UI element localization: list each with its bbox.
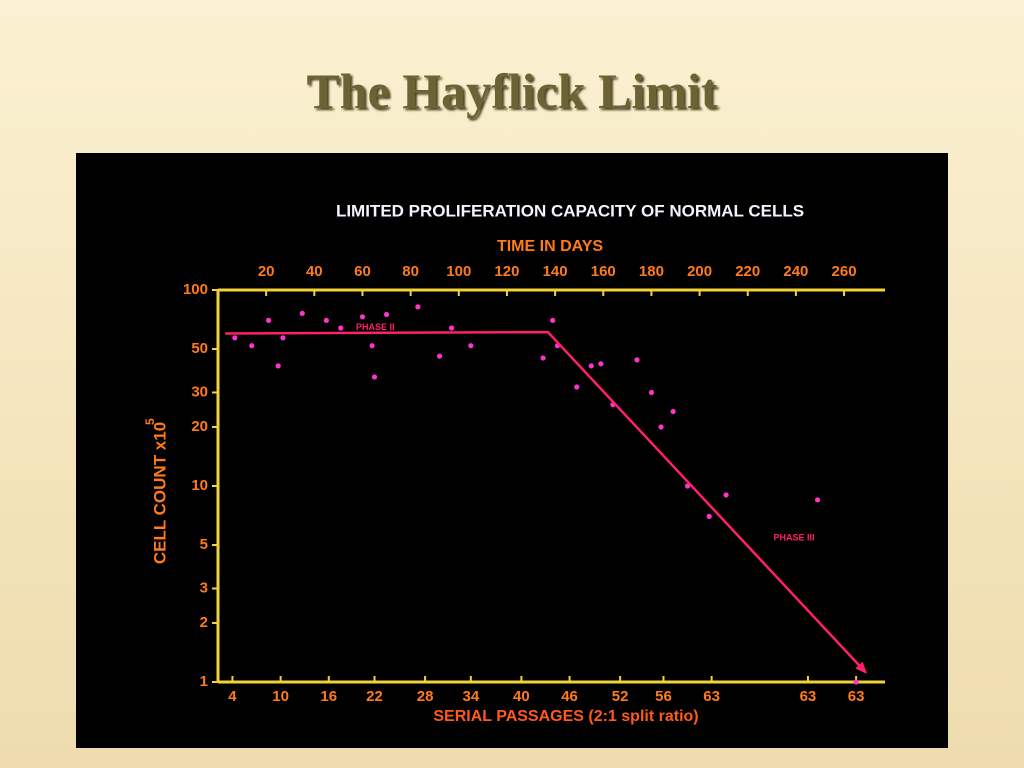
x-tick-label: 200 — [687, 263, 712, 280]
data-point — [853, 679, 859, 685]
data-point — [648, 389, 655, 396]
data-point — [598, 361, 604, 367]
x2-tick-label: 34 — [462, 688, 479, 705]
data-point — [338, 325, 344, 331]
data-point — [359, 314, 366, 320]
x2-tick-label: 40 — [513, 688, 530, 705]
y-axis-label: CELL COUNT x10 — [150, 422, 169, 564]
data-point — [550, 317, 556, 323]
data-point — [634, 357, 640, 363]
y-tick-label: 30 — [191, 383, 208, 400]
x2-tick-label: 22 — [366, 688, 383, 705]
y-axis-exponent: 5 — [143, 418, 157, 425]
y-tick-label: 1 — [200, 673, 208, 690]
x-tick-label: 240 — [783, 263, 808, 280]
x2-tick-label: 63 — [703, 688, 720, 705]
x2-tick-label: 10 — [272, 688, 289, 705]
data-point — [814, 497, 821, 503]
x-tick-label: 20 — [258, 263, 275, 280]
chart-background — [76, 153, 948, 748]
data-point — [232, 335, 238, 341]
x-axis-label: TIME IN DAYS — [497, 238, 603, 255]
x2-tick-label: 46 — [561, 688, 578, 705]
x-tick-label: 80 — [402, 263, 419, 280]
data-point — [468, 343, 474, 349]
data-point — [436, 353, 443, 359]
x-tick-label: 100 — [446, 263, 471, 280]
x-tick-label: 60 — [354, 263, 371, 280]
data-point — [265, 317, 272, 323]
y-tick-label: 5 — [200, 536, 208, 553]
data-point — [249, 343, 255, 349]
data-point — [540, 355, 546, 361]
phase-label: PHASE II — [356, 322, 395, 332]
y-axis-label-group: CELL COUNT x10 5 — [143, 418, 169, 564]
x-tick-label: 120 — [494, 263, 519, 280]
y-tick-label: 100 — [183, 281, 208, 298]
chart-title: LIMITED PROLIFERATION CAPACITY OF NORMAL… — [336, 201, 804, 220]
y-tick-label: 10 — [191, 477, 208, 494]
x2-tick-label: 52 — [612, 688, 629, 705]
x2-tick-label: 28 — [417, 688, 434, 705]
trend-line — [225, 330, 868, 674]
data-point — [323, 317, 329, 323]
data-point — [371, 374, 378, 380]
data-point — [369, 343, 375, 349]
x2-tick-label: 56 — [655, 688, 672, 705]
x-tick-label: 220 — [735, 263, 760, 280]
data-point — [275, 363, 281, 369]
data-point — [723, 492, 729, 498]
x2-tick-label: 63 — [848, 688, 865, 705]
slide-title: The Hayflick Limit — [306, 63, 718, 119]
data-point — [574, 384, 580, 390]
y-tick-label: 20 — [191, 418, 208, 435]
y-tick-label: 2 — [200, 614, 208, 631]
data-point — [448, 325, 455, 331]
x2-tick-label: 63 — [800, 688, 817, 705]
data-point — [415, 304, 421, 310]
x2-tick-label: 16 — [320, 688, 337, 705]
x2-axis-label: SERIAL PASSAGES (2:1 split ratio) — [433, 708, 698, 725]
phase-label: PHASE III — [773, 532, 814, 542]
data-point — [588, 363, 594, 369]
x-tick-label: 40 — [306, 263, 323, 280]
x-tick-label: 180 — [639, 263, 664, 280]
y-tick-label: 50 — [191, 340, 208, 357]
chart: LIMITED PROLIFERATION CAPACITY OF NORMAL… — [76, 153, 948, 748]
x-tick-label: 160 — [591, 263, 616, 280]
data-point — [383, 311, 390, 318]
data-point — [280, 335, 286, 341]
x-tick-label: 260 — [832, 263, 857, 280]
data-point — [670, 408, 676, 415]
y-tick-label: 3 — [200, 579, 208, 596]
x-tick-label: 140 — [543, 263, 568, 280]
data-point — [658, 424, 664, 430]
data-point — [299, 310, 305, 316]
x2-tick-label: 4 — [228, 688, 237, 705]
data-point — [706, 513, 712, 519]
